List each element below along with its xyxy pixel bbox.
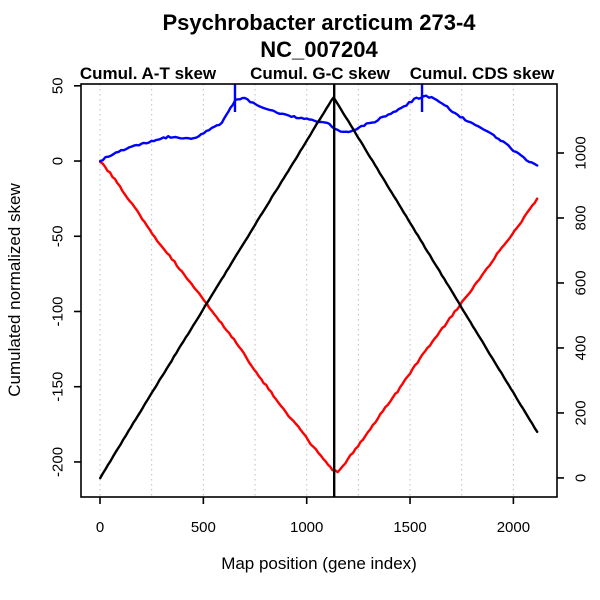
x-tick-label: 500 — [191, 519, 216, 536]
right-tick-label: 1000 — [573, 136, 590, 169]
right-tick-label: 400 — [573, 335, 590, 360]
x-tick-label: 1000 — [290, 519, 323, 536]
series-line — [98, 160, 539, 474]
y-axis-title: Cumulated normalized skew — [5, 183, 24, 397]
left-tick-label: -200 — [50, 447, 67, 477]
plot-border — [80, 83, 558, 498]
left-tick-label: 0 — [50, 157, 67, 165]
right-tick-label: 600 — [573, 270, 590, 295]
series-line — [98, 94, 539, 167]
left-tick-label: -150 — [50, 372, 67, 402]
right-tick-label: 800 — [573, 205, 590, 230]
right-tick-label: 0 — [573, 474, 590, 482]
x-axis-title: Map position (gene index) — [221, 554, 417, 573]
max-markers — [233, 84, 424, 497]
series-lines — [98, 94, 539, 480]
chart-title: Psychrobacter arcticum 273-4 — [162, 10, 476, 35]
legend-at-skew: Cumul. A-T skew — [80, 64, 217, 83]
x-tick-label: 2000 — [497, 519, 530, 536]
gridlines — [99, 84, 514, 497]
left-tick-label: 50 — [50, 77, 67, 94]
series-line — [98, 96, 539, 480]
chart-subtitle: NC_007204 — [260, 37, 378, 62]
right-tick-label: 200 — [573, 400, 590, 425]
left-tick-label: -50 — [50, 225, 67, 247]
x-tick-label: 0 — [96, 519, 104, 536]
legend-gc-skew: Cumul. G-C skew — [250, 64, 391, 83]
x-tick-label: 1500 — [393, 519, 426, 536]
left-tick-label: -100 — [50, 296, 67, 326]
legend-cds-skew: Cumul. CDS skew — [410, 64, 555, 83]
axes: 0 500 1000 1500 2000500-50-100-150-200020040… — [50, 77, 590, 536]
